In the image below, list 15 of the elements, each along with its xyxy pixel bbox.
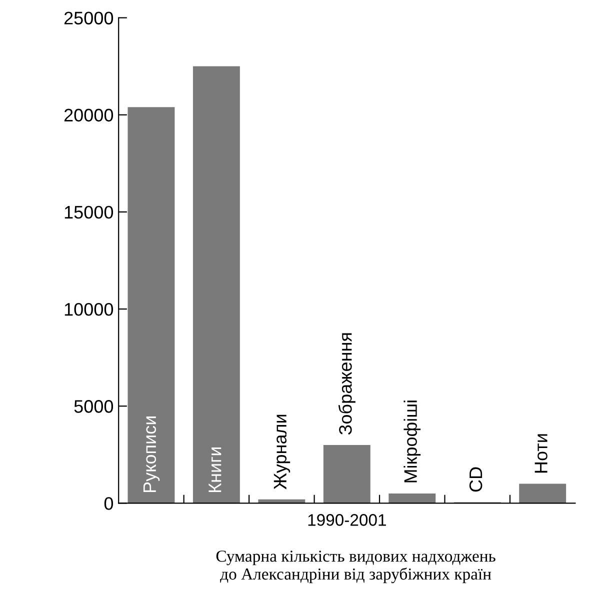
x-tick-label: CD [469,467,482,492]
text: Сумарна кількість видових надходжень до Александріни від зарубіжних країн [216,550,496,584]
x-tick-label: Журнали [274,414,290,490]
x-axis-title: 1990-2001 [308,514,386,526]
y-tick-label: 25000 [64,12,114,24]
y-tick-label: 15000 [64,206,114,219]
y-tick-label: 20000 [64,108,114,122]
x-tick-label: Ноти [534,434,548,473]
x-tick-label: Мікрофіші [404,400,421,482]
x-tick-label: Рукописи [143,416,160,492]
x-tick-label: Книги [208,448,222,492]
x-tick-label: Зображення [338,333,356,435]
y-tick-label: 5000 [74,400,114,413]
y-tick-label: 0 [104,497,114,510]
y-tick-label: 10000 [64,302,114,316]
